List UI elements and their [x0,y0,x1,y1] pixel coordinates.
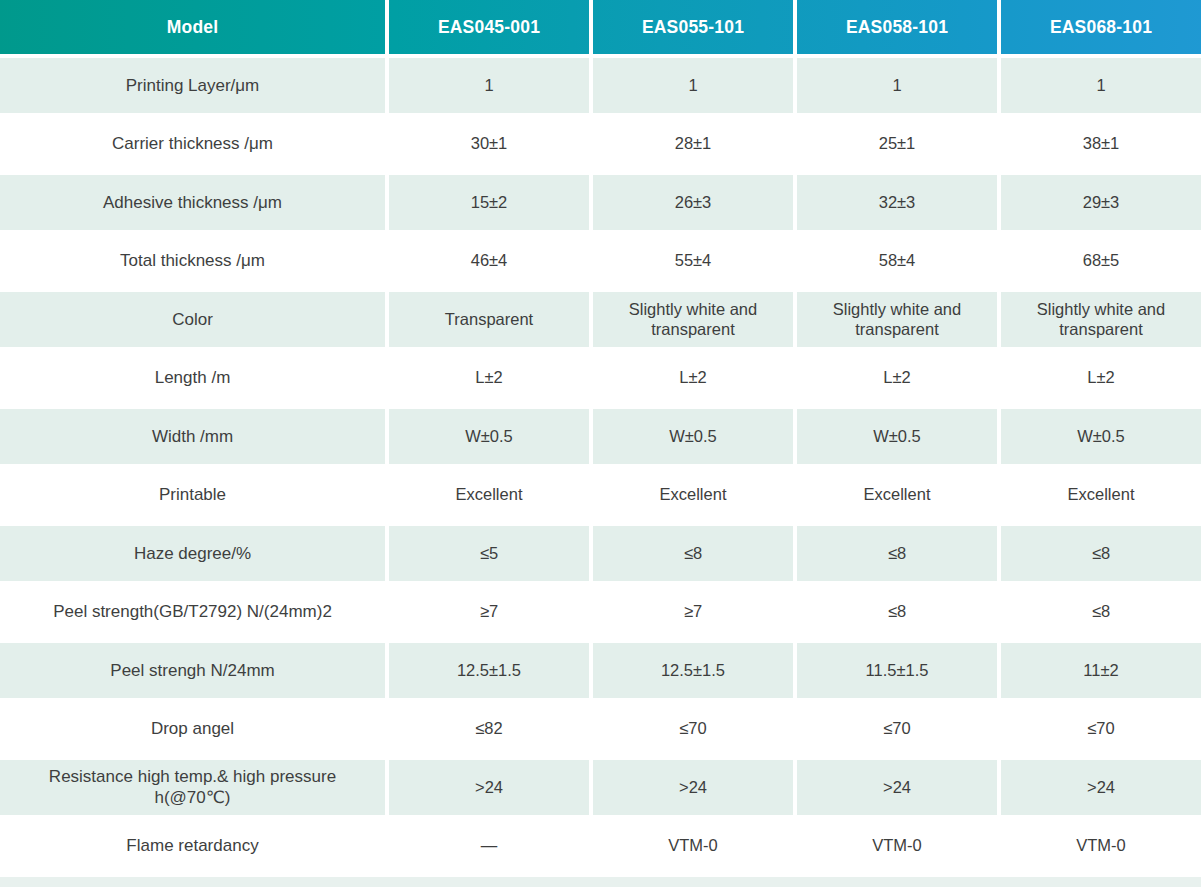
cell-value: ≤8 [593,526,793,581]
cell-value: ≤70 [797,702,997,757]
row-label: Carrier thickness /μm [0,117,385,172]
cell-value: ≤5 [389,526,589,581]
row-label: Peel strengh N/24mm [0,643,385,698]
row-label: Length /m [0,351,385,406]
spec-table-body: Printing Layer/μm1111Carrier thickness /… [0,58,1201,873]
table-row: Resistance high temp.& high pressure h(@… [0,760,1201,815]
row-label: Width /mm [0,409,385,464]
table-row: Length /mL±2L±2L±2L±2 [0,351,1201,406]
spec-table: Model EAS045-001 EAS055-101 EAS058-101 E… [0,0,1201,887]
cell-value: 38±1 [1001,117,1201,172]
cell-value: ≤8 [1001,585,1201,640]
cell-value: VTM-0 [797,819,997,874]
table-row: Flame retardancy—VTM-0VTM-0VTM-0 [0,819,1201,874]
table-row: Printing Layer/μm1111 [0,58,1201,113]
cell-value: >24 [797,760,997,815]
cell-value: Excellent [1001,468,1201,523]
cell-value: — [389,819,589,874]
row-label: Resistance high temp.& high pressure h(@… [0,760,385,815]
cell-value: L±2 [593,351,793,406]
table-row: Total thickness /μm46±455±458±468±5 [0,234,1201,289]
cell-value: ≤8 [797,585,997,640]
table-row: Drop angel≤82≤70≤70≤70 [0,702,1201,757]
cell-value: 55±4 [593,234,793,289]
cell-value: 11±2 [1001,643,1201,698]
cell-value: L±2 [1001,351,1201,406]
cell-value: 46±4 [389,234,589,289]
header-column-eas068: EAS068-101 [1001,0,1201,54]
cell-value: Slightly white and transparent [593,292,793,347]
spec-table-footer [0,877,1201,887]
cell-value: Slightly white and transparent [1001,292,1201,347]
cell-value: L±2 [389,351,589,406]
table-row: Carrier thickness /μm30±128±125±138±1 [0,117,1201,172]
cell-value: 15±2 [389,175,589,230]
row-label: Drop angel [0,702,385,757]
cell-value: ≤8 [1001,526,1201,581]
cell-value: ≤70 [1001,702,1201,757]
cell-value: VTM-0 [593,819,793,874]
cell-value: Slightly white and transparent [797,292,997,347]
cell-value: 1 [797,58,997,113]
cell-value: L±2 [797,351,997,406]
cell-value: Excellent [797,468,997,523]
cell-value: >24 [389,760,589,815]
cell-value: VTM-0 [1001,819,1201,874]
table-row: Adhesive thickness /μm15±226±332±329±3 [0,175,1201,230]
cell-value: 12.5±1.5 [593,643,793,698]
cell-value: 26±3 [593,175,793,230]
cell-value: 58±4 [797,234,997,289]
spec-table-header: Model EAS045-001 EAS055-101 EAS058-101 E… [0,0,1201,54]
table-row: Peel strength(GB/T2792) N/(24mm)2≥7≥7≤8≤… [0,585,1201,640]
cell-value: W±0.5 [1001,409,1201,464]
row-label: Haze degree/% [0,526,385,581]
header-model: Model [0,0,385,54]
row-label: Peel strength(GB/T2792) N/(24mm)2 [0,585,385,640]
cell-value: >24 [593,760,793,815]
table-row: Peel strengh N/24mm12.5±1.512.5±1.511.5±… [0,643,1201,698]
cell-value: Excellent [389,468,589,523]
cell-value: 30±1 [389,117,589,172]
cell-value: 1 [1001,58,1201,113]
row-label: Color [0,292,385,347]
cell-value: 28±1 [593,117,793,172]
cell-value: 68±5 [1001,234,1201,289]
row-label: Printable [0,468,385,523]
cell-value: 12.5±1.5 [389,643,589,698]
cell-value: >24 [1001,760,1201,815]
cell-value: W±0.5 [389,409,589,464]
cell-value: W±0.5 [593,409,793,464]
cell-value: 11.5±1.5 [797,643,997,698]
table-row: PrintableExcellentExcellentExcellentExce… [0,468,1201,523]
cutoff-row-strip [0,877,1201,887]
cell-value: 29±3 [1001,175,1201,230]
header-column-eas058: EAS058-101 [797,0,997,54]
table-row: Width /mmW±0.5W±0.5W±0.5W±0.5 [0,409,1201,464]
header-column-eas045: EAS045-001 [389,0,589,54]
header-column-eas055: EAS055-101 [593,0,793,54]
table-row: ColorTransparentSlightly white and trans… [0,292,1201,347]
cell-value: ≤70 [593,702,793,757]
cell-value: 25±1 [797,117,997,172]
cell-value: Excellent [593,468,793,523]
row-label: Flame retardancy [0,819,385,874]
cell-value: W±0.5 [797,409,997,464]
cell-value: ≥7 [389,585,589,640]
header-row: Model EAS045-001 EAS055-101 EAS058-101 E… [0,0,1201,54]
cell-value: 1 [593,58,793,113]
cell-value: Transparent [389,292,589,347]
row-label: Adhesive thickness /μm [0,175,385,230]
table-row: Haze degree/%≤5≤8≤8≤8 [0,526,1201,581]
row-label: Printing Layer/μm [0,58,385,113]
cell-value: ≥7 [593,585,793,640]
cell-value: 32±3 [797,175,997,230]
cell-value: ≤8 [797,526,997,581]
next-row-partial [0,877,1201,887]
cell-value: 1 [389,58,589,113]
row-label: Total thickness /μm [0,234,385,289]
cell-value: ≤82 [389,702,589,757]
